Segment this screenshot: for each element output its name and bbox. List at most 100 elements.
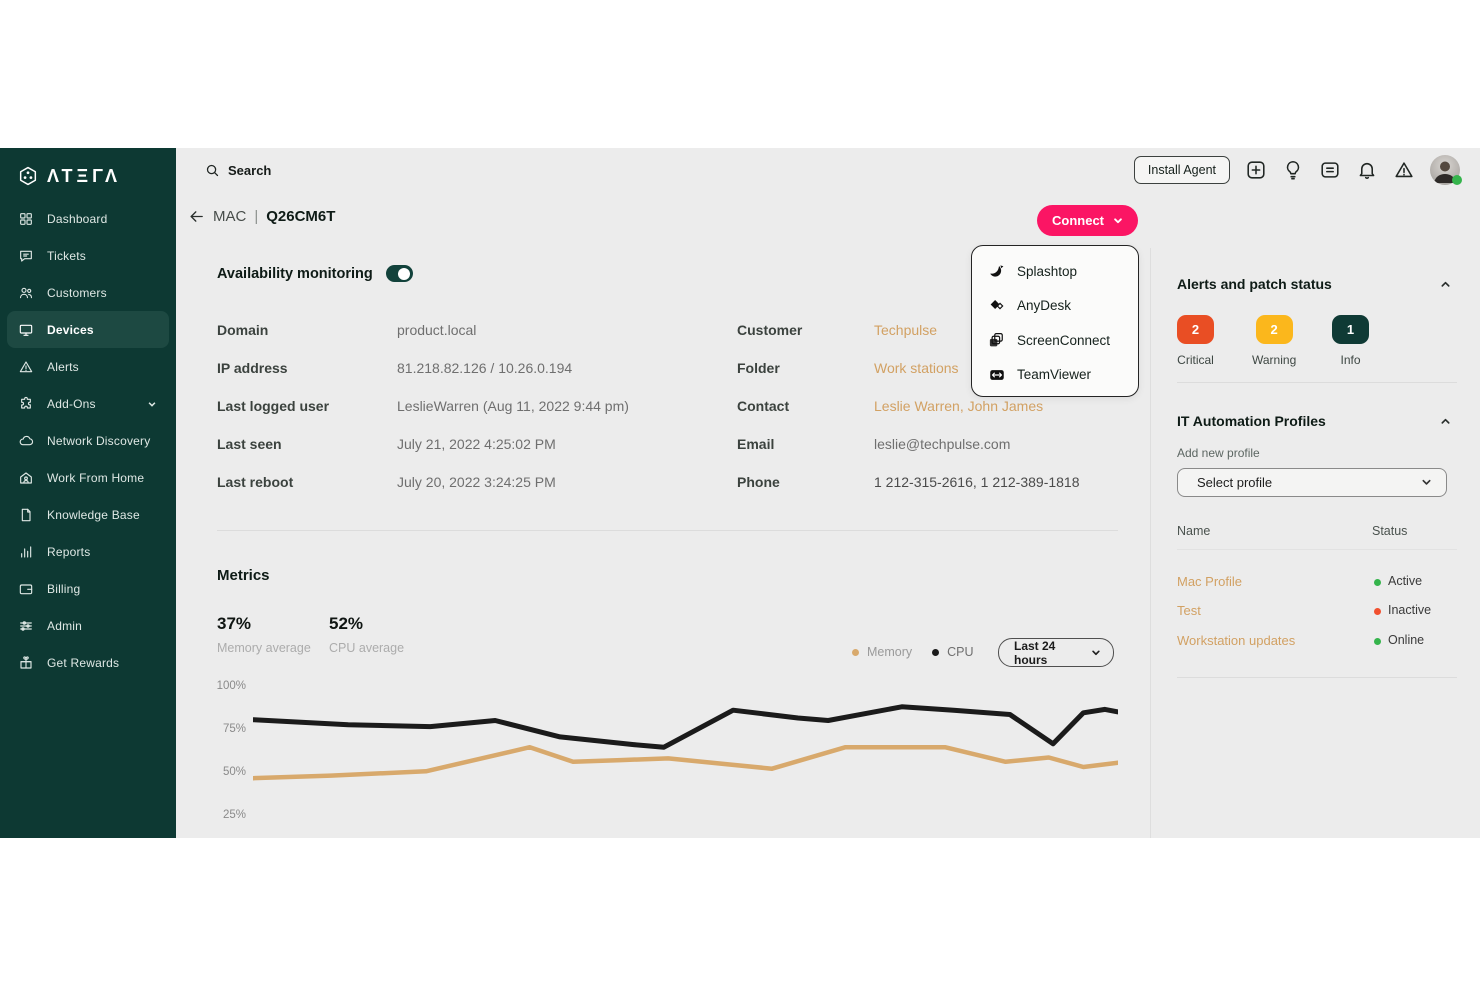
customer-link[interactable]: Techpulse bbox=[874, 322, 938, 338]
sidebar-item-label: Add-Ons bbox=[47, 396, 96, 411]
section-divider bbox=[217, 530, 1118, 531]
sidebar-item-admin[interactable]: Admin bbox=[7, 607, 169, 644]
detail-label: Contact bbox=[737, 398, 790, 414]
avatar[interactable] bbox=[1430, 155, 1462, 185]
sidebar-item-network-discovery[interactable]: Network Discovery bbox=[7, 422, 169, 459]
sidebar-item-tickets[interactable]: Tickets bbox=[7, 237, 169, 274]
profile-status: Active bbox=[1388, 574, 1423, 588]
sidebar-item-billing[interactable]: Billing bbox=[7, 570, 169, 607]
profile-name-link[interactable]: Test bbox=[1177, 603, 1201, 618]
phone-value: 1 212-315-2616, 1 212-389-1818 bbox=[874, 474, 1080, 490]
cpu-average-value: 52% bbox=[329, 614, 364, 633]
sidebar-item-devices[interactable]: Devices bbox=[7, 311, 169, 348]
profile-row: Mac Profile Active bbox=[1177, 574, 1457, 592]
time-range-value: Last 24 hours bbox=[1014, 638, 1056, 667]
sidebar-item-alerts[interactable]: Alerts bbox=[7, 348, 169, 385]
plus-square-icon[interactable] bbox=[1245, 159, 1267, 181]
splashtop-icon bbox=[990, 265, 1004, 277]
legend-label: Memory bbox=[867, 645, 913, 659]
metrics-title: Metrics bbox=[217, 567, 270, 584]
memory-average-label: Memory average bbox=[217, 641, 311, 655]
folder-link[interactable]: Work stations bbox=[874, 360, 959, 376]
alerts-panel-title: Alerts and patch status bbox=[1177, 276, 1332, 292]
availability-toggle[interactable] bbox=[385, 265, 413, 282]
admin-icon bbox=[20, 620, 32, 631]
sidebar-item-customers[interactable]: Customers bbox=[7, 274, 169, 311]
install-agent-button[interactable]: Install Agent bbox=[1133, 156, 1230, 184]
sidebar-item-knowledge-base[interactable]: Knowledge Base bbox=[7, 496, 169, 533]
detail-label: Last reboot bbox=[217, 474, 294, 490]
availability-row: Availability monitoring bbox=[217, 265, 413, 282]
sidebar-item-label: Dashboard bbox=[47, 211, 108, 226]
column-header-status: Status bbox=[1372, 524, 1408, 538]
collapse-chevron-icon[interactable] bbox=[1440, 279, 1451, 290]
warning-badge[interactable]: 2 bbox=[1255, 315, 1293, 344]
sidebar-item-dashboard[interactable]: Dashboard bbox=[7, 200, 169, 237]
lightbulb-icon[interactable] bbox=[1282, 159, 1304, 181]
add-new-profile-label: Add new profile bbox=[1177, 446, 1260, 460]
bell-icon[interactable] bbox=[1356, 159, 1378, 181]
back-arrow-icon[interactable] bbox=[188, 208, 205, 225]
y-tick: 75% bbox=[222, 723, 246, 735]
info-alerts: 1 Info bbox=[1332, 315, 1369, 367]
legend-item-memory: Memory bbox=[852, 645, 912, 659]
breadcrumb: MAC | Q26CM6T bbox=[188, 208, 335, 225]
menu-item-screenconnect[interactable]: ScreenConnect bbox=[972, 323, 1138, 358]
memory-average-value: 37% bbox=[217, 614, 252, 633]
profile-name-link[interactable]: Mac Profile bbox=[1177, 574, 1243, 589]
profile-row: Workstation updates Online bbox=[1177, 633, 1457, 651]
work-from-home-icon bbox=[20, 471, 32, 484]
info-label: Info bbox=[1340, 353, 1361, 367]
sidebar-item-label: Get Rewards bbox=[47, 655, 120, 670]
feedback-icon[interactable] bbox=[1319, 159, 1341, 181]
detail-label: IP address bbox=[217, 360, 288, 376]
time-range-select[interactable]: Last 24 hours bbox=[998, 638, 1114, 667]
profile-name-link[interactable]: Workstation updates bbox=[1177, 633, 1296, 648]
sidebar-item-get-rewards[interactable]: Get Rewards bbox=[7, 644, 169, 681]
atera-logo[interactable]: ΛΤΞΓΛ bbox=[0, 148, 176, 187]
app-window: ΛΤΞΓΛ Dashboard Tickets Customers Device… bbox=[0, 148, 1480, 838]
info-badge[interactable]: 1 bbox=[1332, 315, 1369, 344]
menu-item-anydesk[interactable]: AnyDesk bbox=[972, 289, 1138, 324]
select-profile-dropdown[interactable]: Select profile bbox=[1177, 468, 1447, 497]
sidebar: ΛΤΞΓΛ Dashboard Tickets Customers Device… bbox=[0, 148, 176, 838]
search-input[interactable]: Search bbox=[205, 163, 271, 178]
menu-item-splashtop[interactable]: Splashtop bbox=[972, 254, 1138, 289]
automation-panel-title: IT Automation Profiles bbox=[1177, 413, 1326, 429]
warning-triangle-icon[interactable] bbox=[1393, 159, 1415, 181]
cpu-series-line bbox=[253, 704, 1118, 750]
knowledge-base-icon bbox=[21, 508, 31, 521]
sidebar-item-label: Network Discovery bbox=[47, 433, 151, 448]
detail-label: Last logged user bbox=[217, 398, 330, 414]
collapse-chevron-icon[interactable] bbox=[1440, 416, 1451, 427]
contact-links[interactable]: Leslie Warren, John James bbox=[874, 398, 1044, 414]
tickets-icon bbox=[20, 250, 32, 262]
menu-item-teamviewer[interactable]: TeamViewer bbox=[972, 358, 1138, 393]
connect-label: Connect bbox=[1052, 213, 1104, 228]
menu-item-label: Splashtop bbox=[1017, 263, 1078, 279]
teamviewer-icon bbox=[990, 369, 1004, 380]
chevron-down-icon bbox=[1114, 217, 1122, 223]
sidebar-item-label: Billing bbox=[47, 581, 81, 596]
panel-section-divider bbox=[1177, 382, 1457, 383]
critical-badge[interactable]: 2 bbox=[1177, 315, 1214, 344]
chevron-down-icon bbox=[1422, 479, 1431, 485]
connect-button[interactable]: Connect bbox=[1037, 205, 1138, 236]
sidebar-item-reports[interactable]: Reports bbox=[7, 533, 169, 570]
detail-label: Email bbox=[737, 436, 775, 452]
status-dot bbox=[1374, 579, 1381, 586]
profile-status: Online bbox=[1388, 633, 1425, 647]
detail-value: product.local bbox=[397, 322, 477, 338]
menu-item-label: ScreenConnect bbox=[1017, 332, 1111, 348]
sidebar-item-work-from-home[interactable]: Work From Home bbox=[7, 459, 169, 496]
legend-item-cpu: CPU bbox=[932, 645, 974, 659]
table-header-divider bbox=[1177, 549, 1457, 550]
sidebar-item-add-ons[interactable]: Add-Ons bbox=[7, 385, 169, 422]
anydesk-icon bbox=[990, 299, 1004, 310]
add-ons-icon bbox=[21, 396, 31, 409]
detail-label: Folder bbox=[737, 360, 780, 376]
critical-alerts: 2 Critical bbox=[1177, 315, 1214, 367]
network-discovery-icon bbox=[19, 435, 34, 445]
sidebar-item-label: Alerts bbox=[47, 359, 79, 374]
warning-label: Warning bbox=[1252, 353, 1297, 367]
